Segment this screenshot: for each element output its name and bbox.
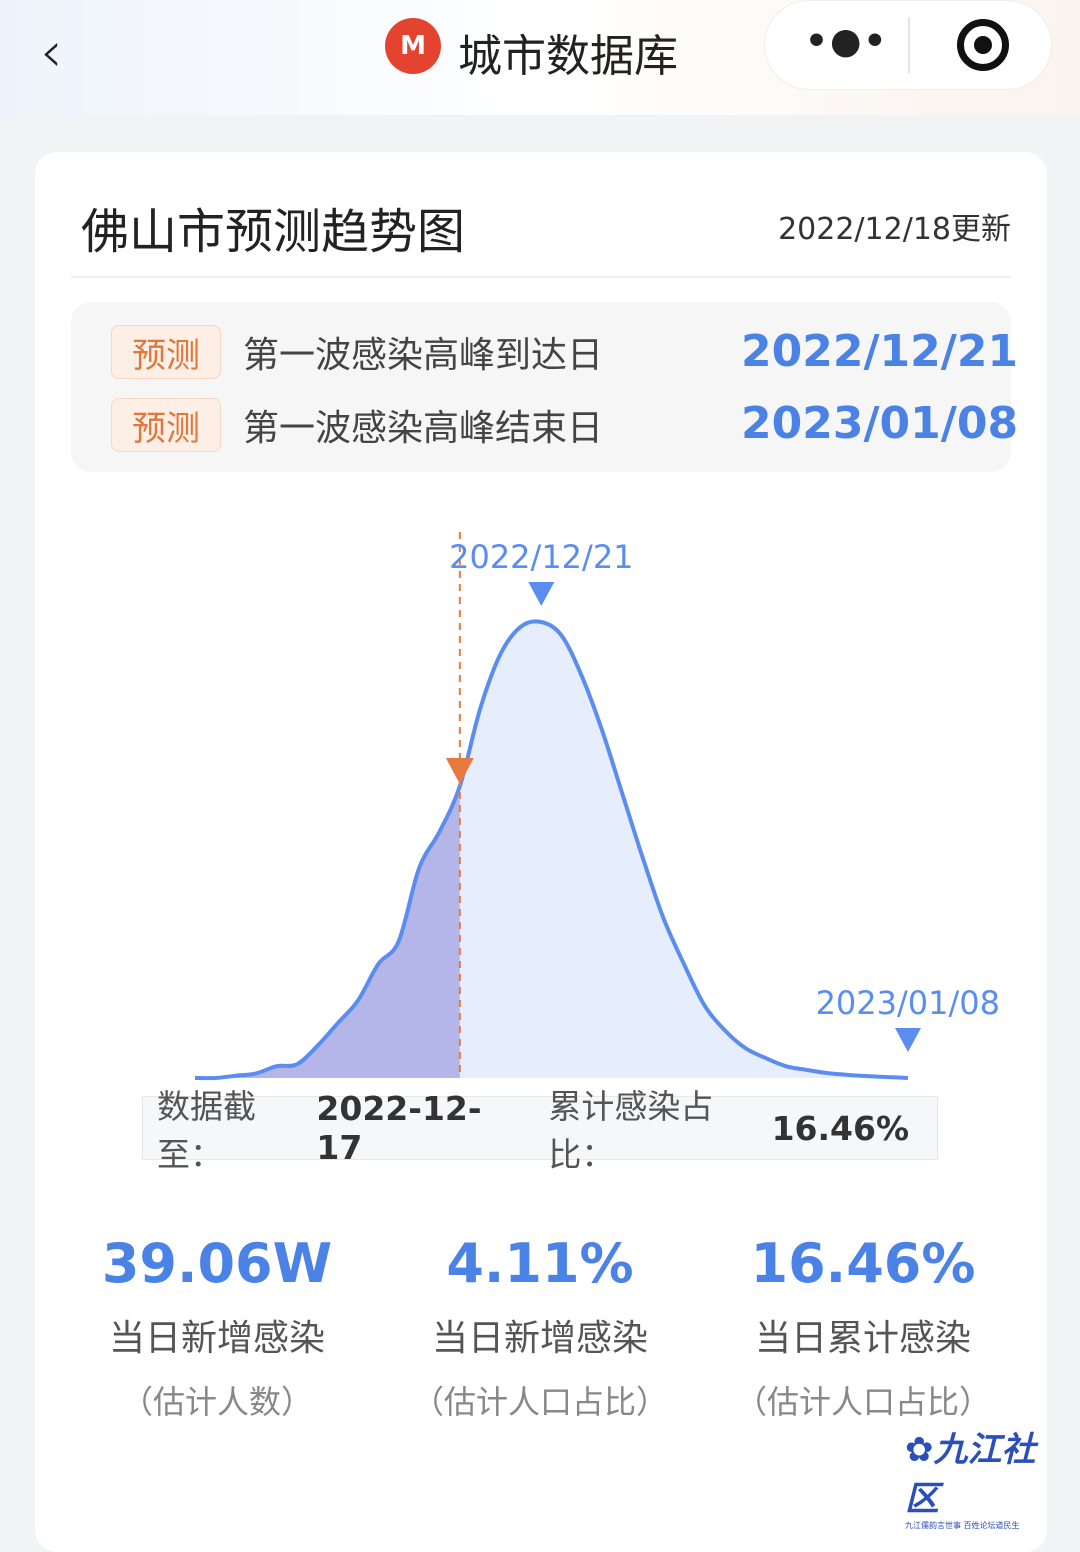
annotation-label: 2022/12/21 bbox=[449, 538, 633, 576]
trend-card: 佛山市预测趋势图 2022/12/18更新 预测 第一波感染高峰到达日 2022… bbox=[35, 152, 1047, 1552]
card-title: 佛山市预测趋势图 bbox=[81, 204, 466, 260]
watermark-logo: ✿九江社区 九江儒韵言世事 百姓论坛道民生 bbox=[905, 1430, 1036, 1530]
stat-value: 4.11% bbox=[446, 1232, 634, 1295]
prediction-label: 第一波感染高峰结束日 bbox=[243, 408, 604, 449]
back-chevron-left-icon[interactable]: ‹ bbox=[40, 20, 63, 85]
peak-date: 2022/12/21 bbox=[741, 326, 1019, 377]
end-date: 2023/01/08 bbox=[741, 398, 1019, 449]
cutoff-marker-icon bbox=[445, 758, 474, 784]
annotation-label: 2023/01/08 bbox=[816, 984, 1000, 1022]
stat-daily-new-count: 39.06W 当日新增感染 （估计人数） bbox=[57, 1232, 377, 1423]
navigation-bar: ‹ M 城市数据库 •●• bbox=[0, 0, 1080, 115]
mini-program-capsule: •●• bbox=[764, 0, 1052, 90]
capsule-divider bbox=[908, 17, 910, 73]
prediction-tag: 预测 bbox=[111, 325, 221, 379]
stat-sub: （估计人数） bbox=[120, 1383, 313, 1421]
stat-cumulative-ratio: 16.46% 当日累计感染 （估计人口占比） bbox=[703, 1232, 1023, 1423]
ratio-value: 16.46% bbox=[771, 1108, 910, 1148]
cutoff-date: 2022-12-17 bbox=[316, 1089, 482, 1167]
prediction-row-end: 预测 第一波感染高峰结束日 bbox=[111, 398, 603, 452]
cutoff-label: 数据截至： bbox=[157, 1087, 256, 1174]
app-title: 城市数据库 bbox=[458, 31, 678, 82]
stat-label: 当日新增感染 bbox=[108, 1318, 325, 1359]
trend-line bbox=[194, 619, 909, 1081]
ratio-label: 累计感染占比： bbox=[548, 1087, 714, 1174]
stat-daily-new-ratio: 4.11% 当日新增感染 （估计人口占比） bbox=[380, 1232, 700, 1423]
forecast-area bbox=[459, 621, 908, 1078]
data-cutoff-bar: 数据截至： 2022-12-17 累计感染占比： 16.46% bbox=[142, 1087, 938, 1174]
city-database-logo-icon: M bbox=[385, 18, 441, 74]
prediction-tag: 预测 bbox=[111, 398, 221, 452]
stat-sub: （估计人口占比） bbox=[734, 1383, 991, 1421]
close-target-circle-icon[interactable] bbox=[957, 19, 1009, 71]
actual-area bbox=[195, 786, 460, 1079]
trend-chart: 2022/12/21 2023/01/08 bbox=[194, 532, 1000, 1081]
date-marker-icon bbox=[895, 1028, 921, 1052]
stat-sub: （估计人口占比） bbox=[411, 1383, 668, 1421]
prediction-label: 第一波感染高峰到达日 bbox=[243, 335, 604, 376]
prediction-box: 预测 第一波感染高峰到达日 2022/12/21 预测 第一波感染高峰结束日 2… bbox=[71, 302, 1018, 472]
stat-label: 当日新增感染 bbox=[431, 1318, 648, 1359]
stat-value: 16.46% bbox=[750, 1232, 976, 1295]
stat-label: 当日累计感染 bbox=[754, 1318, 971, 1359]
prediction-row-peak: 预测 第一波感染高峰到达日 bbox=[111, 325, 603, 379]
more-dots-icon[interactable]: •●• bbox=[805, 21, 889, 62]
divider bbox=[71, 276, 1011, 278]
stat-value: 39.06W bbox=[101, 1232, 333, 1295]
date-marker-icon bbox=[528, 582, 555, 606]
updated-date: 2022/12/18更新 bbox=[778, 212, 1011, 247]
